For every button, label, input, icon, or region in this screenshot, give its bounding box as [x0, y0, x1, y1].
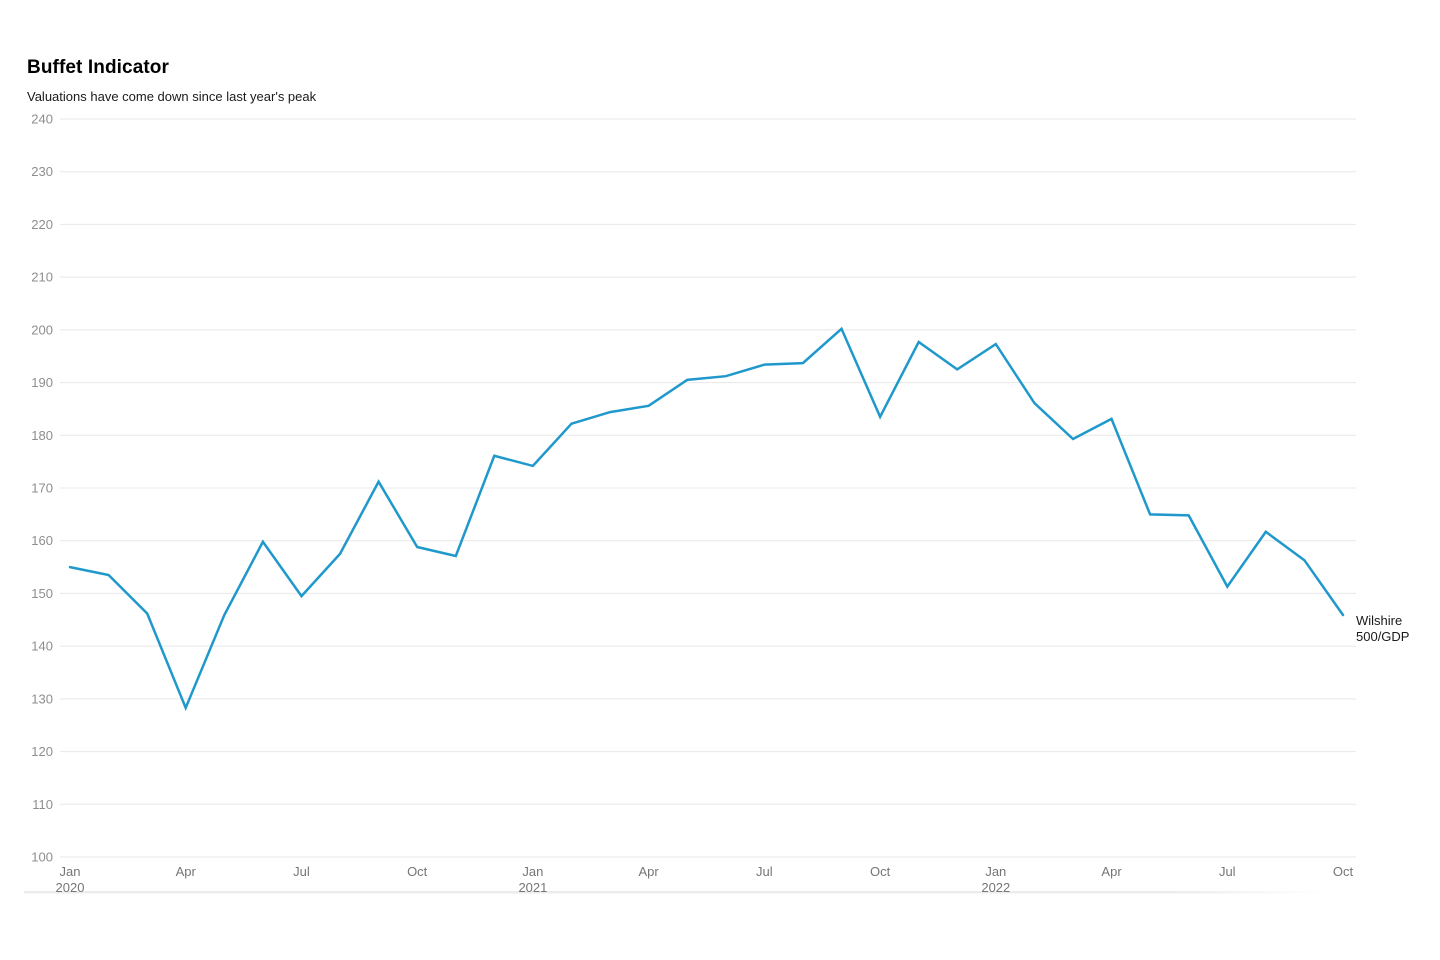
y-axis-tick-label: 230 [31, 164, 53, 179]
x-axis-tick-label: Jul [756, 864, 773, 879]
x-axis-tick-label: Jul [1219, 864, 1236, 879]
x-axis-tick-label: Oct [407, 864, 428, 879]
series-end-label: 500/GDP [1356, 629, 1409, 644]
x-axis-year-label: 2020 [56, 880, 85, 895]
x-axis-tick-label: Jan [985, 864, 1006, 879]
x-axis-tick-label: Apr [639, 864, 660, 879]
y-axis-tick-label: 170 [31, 481, 53, 496]
bottom-divider [24, 891, 1326, 894]
y-axis-tick-label: 150 [31, 586, 53, 601]
y-axis-tick-label: 110 [32, 797, 53, 812]
y-axis-tick-label: 120 [31, 744, 53, 759]
chart-header: Buffet Indicator Valuations have come do… [27, 58, 316, 104]
x-axis-year-label: 2021 [518, 880, 547, 895]
y-axis-tick-label: 210 [31, 270, 53, 285]
x-axis-tick-label: Jul [293, 864, 310, 879]
y-axis-tick-label: 220 [31, 217, 53, 232]
x-axis-tick-label: Jan [60, 864, 81, 879]
x-axis-tick-label: Oct [1333, 864, 1354, 879]
series-line-wilshire-500-gdp [68, 326, 1345, 712]
y-axis-tick-label: 240 [31, 112, 53, 127]
x-axis-year-label: 2022 [981, 880, 1010, 895]
y-axis-tick-label: 180 [31, 428, 53, 443]
x-axis-tick-label: Apr [176, 864, 197, 879]
chart-subtitle: Valuations have come down since last yea… [27, 88, 317, 104]
x-axis-tick-label: Apr [1101, 864, 1122, 879]
y-axis-tick-label: 130 [31, 691, 53, 706]
y-axis-tick-label: 160 [31, 533, 53, 548]
x-axis-tick-label: Oct [870, 864, 891, 879]
chart-title: Buffet Indicator [27, 57, 169, 78]
y-axis-tick-label: 190 [31, 375, 53, 390]
y-axis-tick-label: 140 [31, 639, 53, 654]
x-axis-tick-label: Jan [522, 864, 543, 879]
series-end-label: Wilshire [1356, 613, 1402, 628]
y-axis-tick-label: 200 [31, 322, 53, 337]
y-axis-tick-label: 100 [31, 850, 53, 865]
